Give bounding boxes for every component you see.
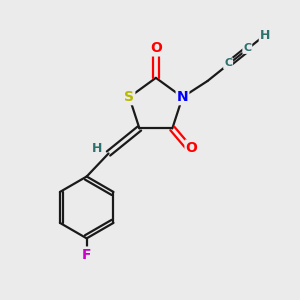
Text: O: O xyxy=(185,141,197,154)
Text: C: C xyxy=(243,43,251,53)
Text: S: S xyxy=(124,90,134,104)
Text: O: O xyxy=(150,41,162,56)
Text: F: F xyxy=(82,248,92,262)
Text: C: C xyxy=(224,58,232,68)
Text: H: H xyxy=(92,142,103,155)
Text: H: H xyxy=(260,29,270,42)
Text: N: N xyxy=(177,90,188,104)
